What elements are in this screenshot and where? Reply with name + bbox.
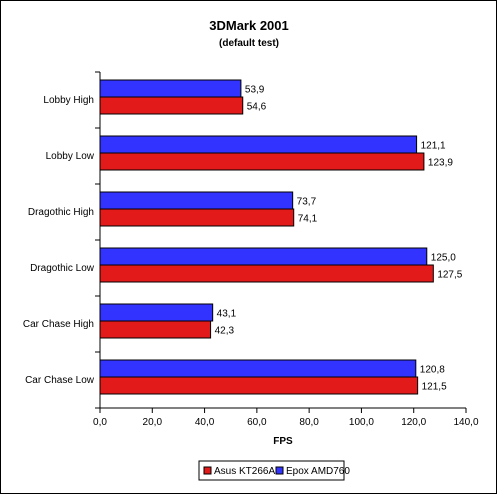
bar-epox	[99, 191, 294, 210]
bar-asus	[99, 376, 419, 395]
data-label: 43,1	[217, 309, 237, 320]
x-tick-label: 80,0	[299, 417, 319, 428]
plot-background	[100, 72, 466, 408]
category-label: Lobby Low	[46, 151, 95, 162]
category-label: Lobby High	[43, 95, 94, 106]
legend-label: Epox AMD760	[286, 466, 350, 477]
legend: Asus KT266A Epox AMD760	[198, 460, 350, 481]
x-tick-label: 60,0	[247, 417, 267, 428]
data-label: 125,0	[431, 253, 456, 264]
legend-swatch	[275, 466, 284, 475]
x-axis-label: FPS	[273, 436, 293, 447]
bar-epox	[99, 79, 242, 98]
bar-epox	[99, 135, 418, 154]
x-tick-label: 100,0	[349, 417, 374, 428]
x-tick-label: 140,0	[453, 417, 478, 428]
data-label: 120,8	[420, 365, 445, 376]
data-label: 121,5	[422, 382, 447, 393]
x-tick-label: 40,0	[195, 417, 215, 428]
data-label: 74,1	[298, 214, 318, 225]
category-label: Dragothic High	[28, 207, 94, 218]
chart-title: 3DMark 2001	[209, 18, 289, 33]
legend-swatch	[203, 466, 212, 475]
data-label: 73,7	[297, 197, 317, 208]
category-label: Car Chase Low	[25, 375, 95, 386]
x-tick-label: 0,0	[93, 417, 107, 428]
x-tick-label: 120,0	[401, 417, 426, 428]
bar-asus	[99, 152, 425, 171]
data-label: 121,1	[421, 141, 446, 152]
category-label: Car Chase High	[23, 319, 94, 330]
bar-asus	[99, 96, 244, 115]
plot-area: 0,0 20,0 40,0 60,0 80,0 100,0 120,0 140,0 Lobby …	[23, 71, 479, 428]
x-tick-label: 20,0	[143, 417, 163, 428]
category-label: Dragothic Low	[30, 263, 95, 274]
bar-epox	[99, 247, 428, 266]
bar-asus	[99, 320, 212, 339]
data-label: 123,9	[428, 158, 453, 169]
data-label: 127,5	[437, 270, 462, 281]
bar-asus	[99, 208, 295, 227]
data-label: 53,9	[245, 85, 265, 96]
chart-subtitle: (default test)	[219, 38, 279, 49]
bar-epox	[99, 303, 214, 322]
bar-epox	[99, 359, 417, 378]
data-label: 54,6	[247, 102, 267, 113]
legend-box	[198, 460, 345, 481]
data-label: 42,3	[215, 326, 235, 337]
bar-asus	[99, 264, 434, 283]
legend-label: Asus KT266A	[214, 466, 275, 477]
